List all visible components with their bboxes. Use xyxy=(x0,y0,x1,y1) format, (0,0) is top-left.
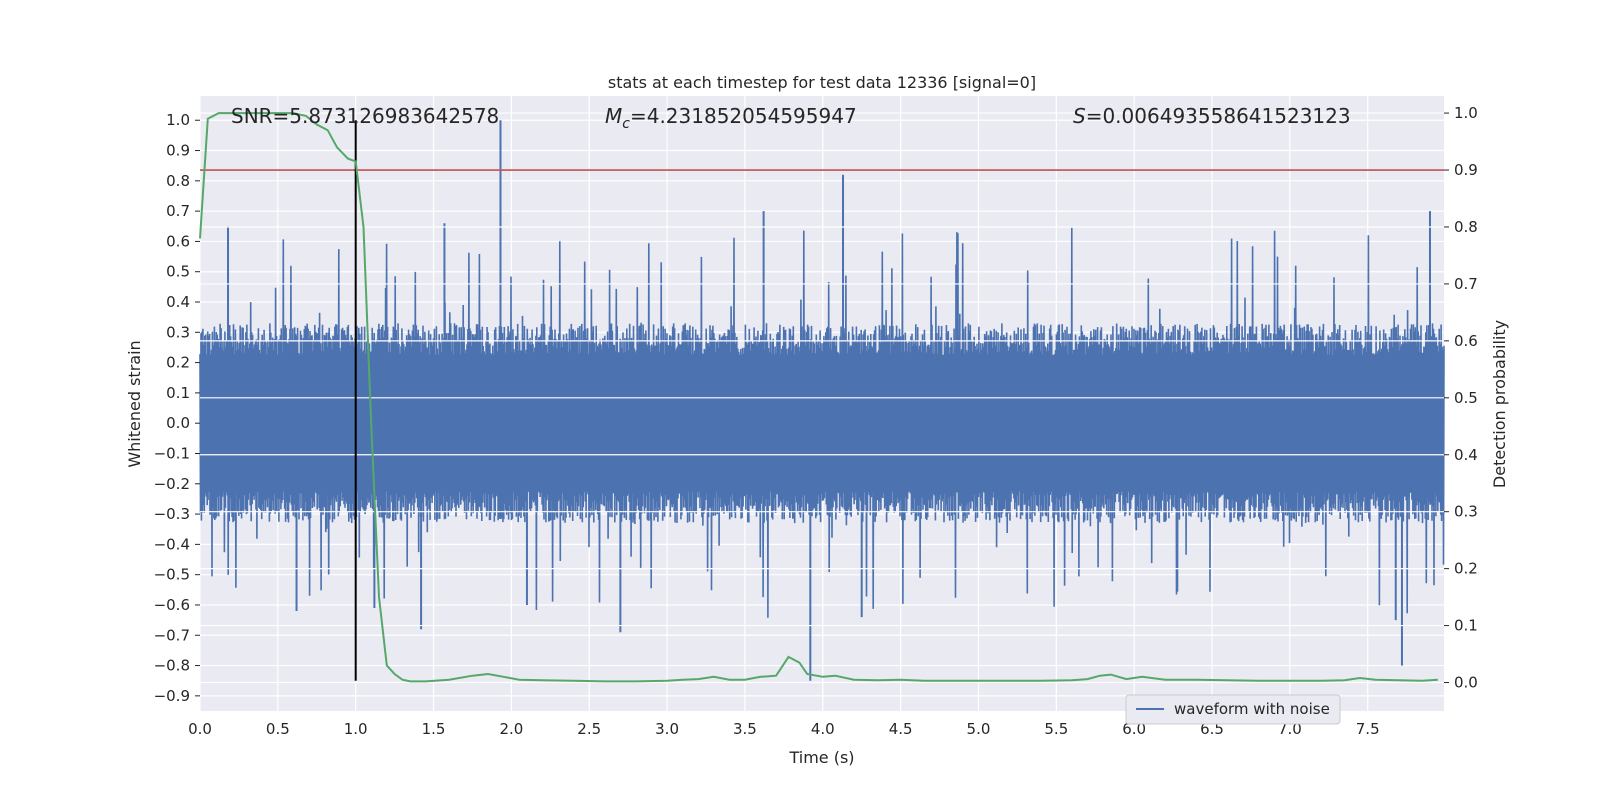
y-tick-label: −0.9 xyxy=(154,687,190,705)
y2-tick-label: 0.8 xyxy=(1454,218,1478,236)
y-tick-label: −0.2 xyxy=(154,475,190,493)
y-axis-ticks: 1.0 0.9 0.8 0.7 0.6 0.5 0.4 0.3 0.2 0.1 0.0 −0.1 −0.… xyxy=(154,111,200,705)
x-tick-label: 5.0 xyxy=(967,720,991,738)
y-tick-label: −0.5 xyxy=(154,566,190,584)
x-tick-label: 0.5 xyxy=(266,720,290,738)
chart-title: stats at each timestep for test data 123… xyxy=(608,73,1036,92)
y-tick-label: 0.3 xyxy=(166,323,190,341)
y2-tick-label: 0.5 xyxy=(1454,389,1478,407)
y2-tick-label: 0.4 xyxy=(1454,446,1478,464)
x-tick-label: 2.5 xyxy=(577,720,601,738)
mc-value: =4.231852054595947 xyxy=(630,104,857,128)
x-tick-label: 3.5 xyxy=(733,720,757,738)
mc-annotation: Mc=4.231852054595947 xyxy=(605,104,857,132)
x-tick-label: 1.0 xyxy=(344,720,368,738)
snr-annotation: SNR=5.873126983642578 xyxy=(231,104,499,128)
s-symbol: S xyxy=(1073,104,1086,128)
y-tick-label: −0.6 xyxy=(154,596,190,614)
waveform-trace xyxy=(199,227,1445,618)
y-tick-label: −0.3 xyxy=(154,505,190,523)
y-tick-label: −0.8 xyxy=(154,657,190,675)
y-tick-label: −0.4 xyxy=(154,535,190,553)
y2-tick-label: 0.3 xyxy=(1454,503,1478,521)
y2-axis-ticks: 1.0 0.9 0.8 0.7 0.6 0.5 0.4 0.3 0.2 0.1 0.0 xyxy=(1444,104,1478,692)
x-tick-label: 4.0 xyxy=(811,720,835,738)
y-tick-label: 0.0 xyxy=(166,414,190,432)
x-axis-ticks: 0.0 0.5 1.0 1.5 2.0 2.5 3.0 3.5 4.0 4.5 5.0 5.5 6.0 6… xyxy=(188,720,1380,738)
x-tick-label: 0.0 xyxy=(188,720,212,738)
y-tick-label: 1.0 xyxy=(166,111,190,129)
y2-axis-label: Detection probability xyxy=(1490,320,1509,488)
x-tick-label: 3.0 xyxy=(655,720,679,738)
legend-box xyxy=(1125,694,1341,725)
s-value: =0.006493558641523123 xyxy=(1086,104,1351,128)
legend: waveform with noise xyxy=(1125,694,1341,725)
detection-probability-line xyxy=(199,112,1438,683)
legend-entry: waveform with noise xyxy=(1174,700,1330,718)
y2-tick-label: 0.6 xyxy=(1454,332,1478,350)
y2-tick-label: 0.9 xyxy=(1454,161,1478,179)
y-tick-label: −0.7 xyxy=(154,626,190,644)
x-tick-label: 2.0 xyxy=(499,720,523,738)
mc-subscript: c xyxy=(622,116,630,132)
y2-tick-label: 1.0 xyxy=(1454,104,1478,122)
y-tick-label: 0.5 xyxy=(166,263,190,281)
y-tick-label: 0.1 xyxy=(166,384,190,402)
x-tick-label: 4.5 xyxy=(889,720,913,738)
x-tick-label: 7.5 xyxy=(1356,720,1380,738)
x-axis-label: Time (s) xyxy=(788,748,854,767)
y-axis-label: Whitened strain xyxy=(125,340,144,467)
y2-tick-label: 0.0 xyxy=(1454,674,1478,692)
y-tick-label: 0.4 xyxy=(166,293,190,311)
y-tick-label: 0.9 xyxy=(166,142,190,160)
y-tick-label: 0.7 xyxy=(166,202,190,220)
y-tick-label: 0.6 xyxy=(166,232,190,250)
mc-symbol: M xyxy=(605,104,622,128)
y2-tick-label: 0.2 xyxy=(1454,560,1478,578)
y-tick-label: 0.8 xyxy=(166,172,190,190)
y-tick-label: 0.2 xyxy=(166,354,190,372)
y-tick-label: −0.1 xyxy=(154,444,190,462)
x-tick-label: 5.5 xyxy=(1044,720,1068,738)
y2-tick-label: 0.7 xyxy=(1454,275,1478,293)
s-annotation: S=0.006493558641523123 xyxy=(1073,104,1351,128)
x-tick-label: 1.5 xyxy=(422,720,446,738)
y2-tick-label: 0.1 xyxy=(1454,617,1478,635)
